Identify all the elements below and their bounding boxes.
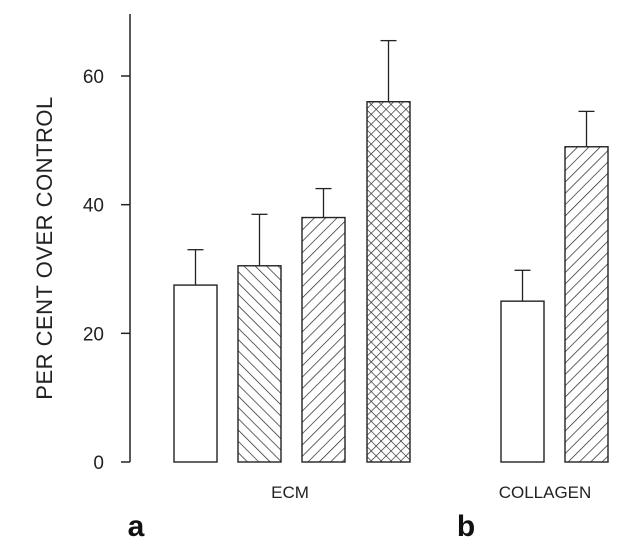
- y-tick-label: 60: [83, 67, 104, 88]
- group-labels: ECM a COLLAGEN b: [128, 483, 592, 543]
- bar-group: [564, 110, 609, 463]
- bar: [366, 101, 411, 463]
- panel-label: a: [128, 510, 145, 543]
- group-label: COLLAGEN: [499, 483, 592, 502]
- bar: [500, 300, 545, 463]
- panel-label: b: [457, 510, 475, 543]
- bar: [237, 265, 282, 463]
- bars: [173, 39, 609, 463]
- bar-group: [301, 187, 346, 463]
- y-axis-label: PER CENT OVER CONTROL: [32, 96, 57, 399]
- bar-group: [366, 39, 411, 463]
- bar-group: [500, 269, 545, 463]
- bar: [564, 146, 609, 463]
- bar: [301, 216, 346, 463]
- y-tick-label: 40: [83, 196, 104, 217]
- y-tick-label: 0: [93, 453, 104, 474]
- bar-group: [237, 213, 282, 463]
- y-ticks: 0 20 40 60: [83, 67, 130, 474]
- bar: [173, 284, 218, 463]
- bar-group: [173, 249, 218, 463]
- y-tick-label: 20: [83, 324, 104, 345]
- group-label: ECM: [271, 483, 309, 502]
